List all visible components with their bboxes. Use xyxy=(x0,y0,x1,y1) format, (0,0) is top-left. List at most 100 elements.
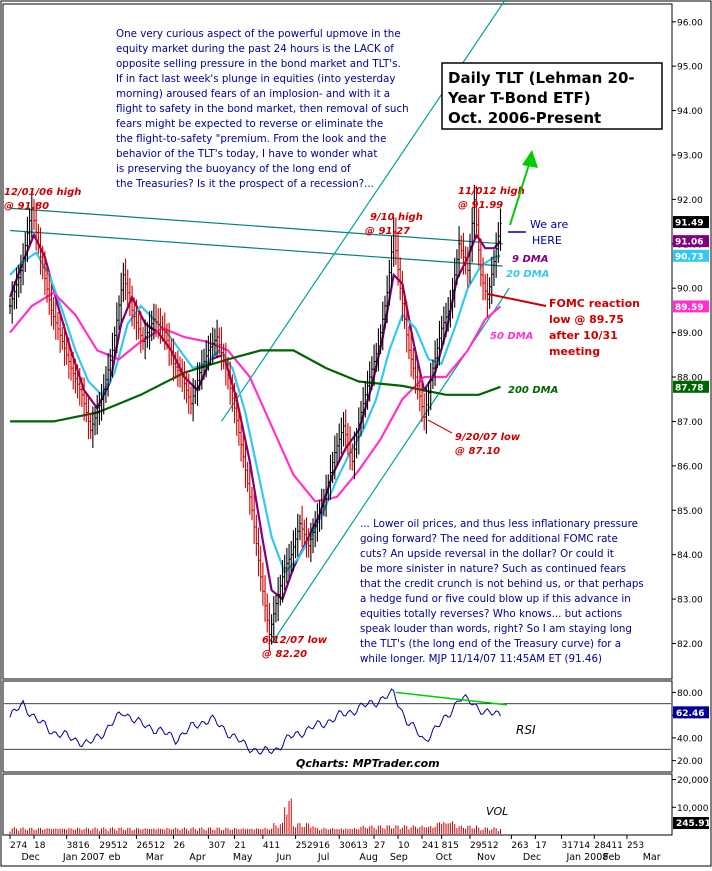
commentary-bottom-line: ... Lower oil prices, and thus less infl… xyxy=(360,518,638,530)
rsi-line xyxy=(9,688,501,755)
annotation-high-1112-value: @ 91.99 xyxy=(458,200,503,211)
commentary-top-line: fears might be expected to reverse or el… xyxy=(116,118,383,130)
x-month-label: Jan 2008 xyxy=(565,852,608,863)
price-tick-label: 85.00 xyxy=(677,507,703,517)
price-tick-label: 96.00 xyxy=(677,18,703,28)
commentary-bottom-line: speak louder than words, right? So I am … xyxy=(360,623,632,635)
price-value-badge xyxy=(673,380,709,393)
rsi-tick-label: 40.00 xyxy=(677,734,703,744)
price-tick-label: 92.00 xyxy=(677,196,703,206)
fomc-line: FOMC reaction xyxy=(549,297,640,310)
commentary-top-line: One very curious aspect of the powerful … xyxy=(116,28,401,40)
commentary-top-line: behavior of the TLT's today, I have to w… xyxy=(116,148,377,160)
annotation-high-1201: 12/01/06 high xyxy=(4,187,81,198)
title-line-2: Year T-Bond ETF) xyxy=(447,89,591,107)
price-value-badge-label: 90.73 xyxy=(675,252,703,262)
label-9-dma: 9 DMA xyxy=(512,254,548,265)
x-day-label: 252916 xyxy=(296,841,331,851)
up-arrow-icon xyxy=(522,150,538,168)
x-day-label: 10 xyxy=(398,841,410,851)
moving-average-line xyxy=(9,291,502,503)
price-tick-label: 90.00 xyxy=(677,285,703,295)
commentary-top-line: opposite selling pressure in the bond ma… xyxy=(116,58,401,70)
price-tick-label: 83.00 xyxy=(677,596,703,606)
fomc-pointer xyxy=(487,293,547,307)
vol-panel xyxy=(2,773,673,836)
commentary-top-line: flight to safety in the bond market, the… xyxy=(116,103,409,115)
commentary-bottom-line: going forward? The need for additional F… xyxy=(360,533,618,545)
x-month-label: Nov xyxy=(477,852,496,863)
annotation-high-910-value: @ 91.27 xyxy=(365,226,410,237)
x-day-label: 29512 xyxy=(99,841,128,851)
x-month-label: Sep xyxy=(390,852,408,863)
annotation-low-612-value: @ 82.20 xyxy=(262,649,307,660)
price-value-badge-label: 87.78 xyxy=(675,383,703,393)
x-month-label: Feb xyxy=(604,852,621,863)
we-are-here-line-2: HERE xyxy=(532,234,562,247)
x-month-label: Apr xyxy=(189,852,206,863)
rsi-value-badge xyxy=(673,706,709,719)
price-panel xyxy=(2,3,673,680)
annotation-low-612: 6/12/07 low xyxy=(262,635,328,646)
commentary-bottom: ... Lower oil prices, and thus less infl… xyxy=(360,518,644,665)
commentary-bottom-line: a hedge fund or five could blow up if th… xyxy=(360,593,631,605)
x-month-label: eb xyxy=(109,852,121,863)
x-day-label: 263 xyxy=(511,841,528,851)
x-month-label: Jan 2007 xyxy=(62,852,105,863)
annotation-low-920-value: @ 87.10 xyxy=(455,446,500,457)
title-line-1: Daily TLT (Lehman 20- xyxy=(448,69,635,87)
x-day-label: 307 xyxy=(208,841,225,851)
price-tick-label: 87.00 xyxy=(677,418,703,428)
price-tick-label: 86.00 xyxy=(677,462,703,472)
x-day-label: 28411 xyxy=(594,841,623,851)
price-tick-label: 88.00 xyxy=(677,374,703,384)
price-value-badge-label: 91.06 xyxy=(675,238,703,248)
fomc-line: after 10/31 xyxy=(549,329,618,342)
x-day-label: 30613 xyxy=(339,841,368,851)
x-month-label: May xyxy=(233,852,253,863)
annotation-high-1112: 11/012 high xyxy=(458,186,525,197)
x-month-label: Mar xyxy=(643,852,661,863)
x-day-label: 18 xyxy=(34,841,46,851)
x-day-label: 241 xyxy=(422,841,439,851)
price-tick-label: 89.00 xyxy=(677,329,703,339)
vol-label: VOL xyxy=(486,805,508,818)
rsi-value-badge-label: 62.46 xyxy=(676,709,704,719)
x-day-label: 21 xyxy=(235,841,246,851)
fomc-annotation: FOMC reaction low @ 89.75 after 10/31 me… xyxy=(549,297,640,358)
commentary-top-line: If in fact last week's plunge in equitie… xyxy=(116,73,395,85)
low-920-pointer xyxy=(427,419,453,434)
commentary-bottom-line: that the credit crunch is not behind us,… xyxy=(360,578,644,590)
vol-value-badge-label: 245.91 xyxy=(676,819,711,829)
label-50-dma: 50 DMA xyxy=(490,331,533,342)
x-month-label: Jun xyxy=(276,852,292,863)
vol-tick-label: 20,000 xyxy=(677,776,709,786)
x-day-label: 26512 xyxy=(136,841,165,851)
label-20-dma: 20 DMA xyxy=(506,269,549,280)
commentary-top-line: equity market during the past 24 hours i… xyxy=(116,43,394,55)
title-box-frame xyxy=(441,62,663,130)
rsi-tick-label: 20.00 xyxy=(677,757,703,767)
annotation-low-920: 9/20/07 low xyxy=(455,432,521,443)
moving-average-line xyxy=(9,251,501,575)
label-200-dma: 200 DMA xyxy=(508,385,558,396)
x-month-label: Dec xyxy=(21,852,39,863)
commentary-bottom-line: cuts? An upside reversal in the dollar? … xyxy=(360,548,614,560)
vol-layer xyxy=(9,798,501,834)
title-line-3: Oct. 2006-Present xyxy=(448,109,601,127)
commentary-bottom-line: be more sinister in nature? Such as cont… xyxy=(360,563,626,575)
x-day-label: 3816 xyxy=(67,841,90,851)
x-month-label: Jul xyxy=(317,852,329,863)
up-arrow-shaft xyxy=(509,154,533,226)
price-value-badge-label: 89.59 xyxy=(675,303,703,313)
price-tick-label: 82.00 xyxy=(677,640,703,650)
x-month-label: Mar xyxy=(146,852,164,863)
x-day-label: 274 xyxy=(10,841,27,851)
fomc-line: meeting xyxy=(549,345,600,358)
commentary-bottom-line: while longer. MJP 11/14/07 11:45AM ET (9… xyxy=(360,653,602,665)
rsi-tick-label: 80.00 xyxy=(677,689,703,699)
fomc-line: low @ 89.75 xyxy=(549,313,624,326)
rsi-divergence-line xyxy=(395,691,508,706)
price-tick-label: 93.00 xyxy=(677,151,703,161)
